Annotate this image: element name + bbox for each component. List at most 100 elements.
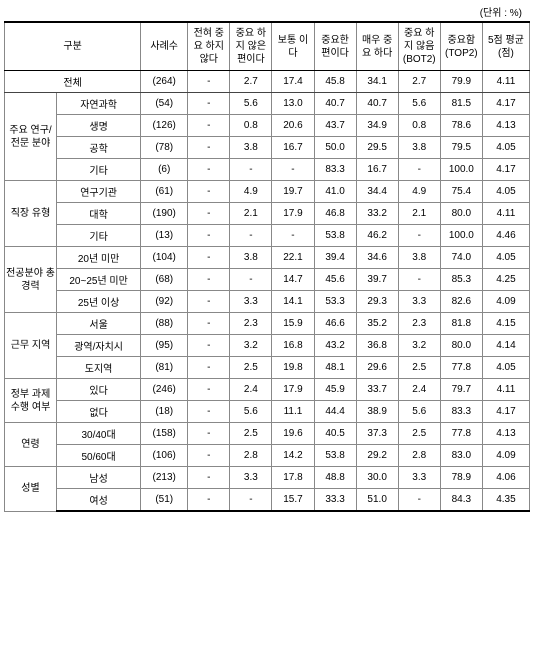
table-cell: 15.7 [272,489,314,512]
table-cell: 29.5 [356,137,398,159]
table-cell: 20~25년 미만 [57,269,141,291]
table-cell: 33.2 [356,203,398,225]
table-cell: 40.7 [356,93,398,115]
table-cell: (213) [141,467,188,489]
table-cell: 45.9 [314,379,356,401]
table-cell: (106) [141,445,188,467]
table-cell: 4.9 [230,181,272,203]
table-cell: - [188,467,230,489]
table-cell: 39.7 [356,269,398,291]
table-cell: 48.1 [314,357,356,379]
table-cell: 33.3 [314,489,356,512]
group-label: 전공분야 총 경력 [5,247,57,313]
table-cell: 16.8 [272,335,314,357]
table-cell: 19.7 [272,181,314,203]
table-cell: 5.6 [230,93,272,115]
table-cell: 100.0 [440,159,482,181]
table-cell: 자연과학 [57,93,141,115]
table-cell: 5.6 [230,401,272,423]
table-cell: 2.1 [398,203,440,225]
table-cell: 80.0 [440,203,482,225]
table-cell: 79.7 [440,379,482,401]
header-c1: 전혀 중요 하지 않다 [188,22,230,71]
table-cell: - [188,247,230,269]
table-cell: 46.8 [314,203,356,225]
table-cell: (51) [141,489,188,512]
table-cell: 4.17 [482,401,529,423]
table-cell: - [398,269,440,291]
table-cell: (81) [141,357,188,379]
table-cell: 48.8 [314,467,356,489]
table-cell: 2.5 [398,423,440,445]
table-cell: 4.14 [482,335,529,357]
table-row: 25년 이상(92)-3.314.153.329.33.382.64.09 [5,291,530,313]
table-cell: - [272,225,314,247]
table-cell: (54) [141,93,188,115]
table-cell: 77.8 [440,357,482,379]
table-cell: 3.8 [230,247,272,269]
group-label: 주요 연구/전문 분야 [5,93,57,181]
table-cell: 0.8 [398,115,440,137]
table-row: 기타(13)---53.846.2-100.04.46 [5,225,530,247]
table-cell: - [188,313,230,335]
table-cell: (190) [141,203,188,225]
table-cell: 2.1 [230,203,272,225]
table-cell: (126) [141,115,188,137]
table-cell: 15.9 [272,313,314,335]
table-cell: 4.15 [482,313,529,335]
table-cell: 대학 [57,203,141,225]
table-cell: 4.11 [482,379,529,401]
table-cell: 11.1 [272,401,314,423]
table-cell: (18) [141,401,188,423]
table-row: 기타(6)---83.316.7-100.04.17 [5,159,530,181]
table-row: 전공분야 총 경력20년 미만(104)-3.822.139.434.63.87… [5,247,530,269]
table-cell: 17.8 [272,467,314,489]
table-cell: 4.05 [482,181,529,203]
table-cell: 도지역 [57,357,141,379]
table-cell: - [188,93,230,115]
table-cell: 82.6 [440,291,482,313]
table-cell: 40.7 [314,93,356,115]
table-cell: 50.0 [314,137,356,159]
group-label: 연령 [5,423,57,467]
table-cell: 79.5 [440,137,482,159]
table-cell: - [188,269,230,291]
table-cell: 전체 [5,71,141,93]
table-cell: 46.6 [314,313,356,335]
table-cell: 여성 [57,489,141,512]
header-c2: 중요 하지 않은 편이다 [230,22,272,71]
table-cell: 4.9 [398,181,440,203]
table-cell: 29.2 [356,445,398,467]
table-cell: - [188,71,230,93]
table-cell: 30.0 [356,467,398,489]
table-row: 성별남성(213)-3.317.848.830.03.378.94.06 [5,467,530,489]
table-cell: 4.09 [482,445,529,467]
table-row: 50/60대(106)-2.814.253.829.22.883.04.09 [5,445,530,467]
table-cell: 79.9 [440,71,482,93]
header-mean: 5점 평균 (점) [482,22,529,71]
unit-label: (단위 : %) [4,4,530,19]
table-cell: 공학 [57,137,141,159]
table-cell: - [188,423,230,445]
table-cell: 5.6 [398,93,440,115]
table-cell: (6) [141,159,188,181]
table-row: 20~25년 미만(68)--14.745.639.7-85.34.25 [5,269,530,291]
table-cell: 3.8 [230,137,272,159]
table-cell: 13.0 [272,93,314,115]
table-cell: 2.3 [230,313,272,335]
table-cell: 25년 이상 [57,291,141,313]
table-cell: 2.8 [398,445,440,467]
table-cell: 40.5 [314,423,356,445]
table-row: 주요 연구/전문 분야자연과학(54)-5.613.040.740.75.681… [5,93,530,115]
table-cell: 53.8 [314,445,356,467]
table-cell: (92) [141,291,188,313]
table-cell: 20.6 [272,115,314,137]
table-cell: 83.3 [440,401,482,423]
table-body: 전체(264)-2.717.445.834.12.779.94.11주요 연구/… [5,71,530,512]
header-bot2: 중요 하지 않음 (BOT2) [398,22,440,71]
header-c3: 보통 이다 [272,22,314,71]
table-cell: 51.0 [356,489,398,512]
data-table: 구분 사례수 전혀 중요 하지 않다 중요 하지 않은 편이다 보통 이다 중요… [4,21,530,512]
table-cell: 29.3 [356,291,398,313]
table-cell: 20년 미만 [57,247,141,269]
